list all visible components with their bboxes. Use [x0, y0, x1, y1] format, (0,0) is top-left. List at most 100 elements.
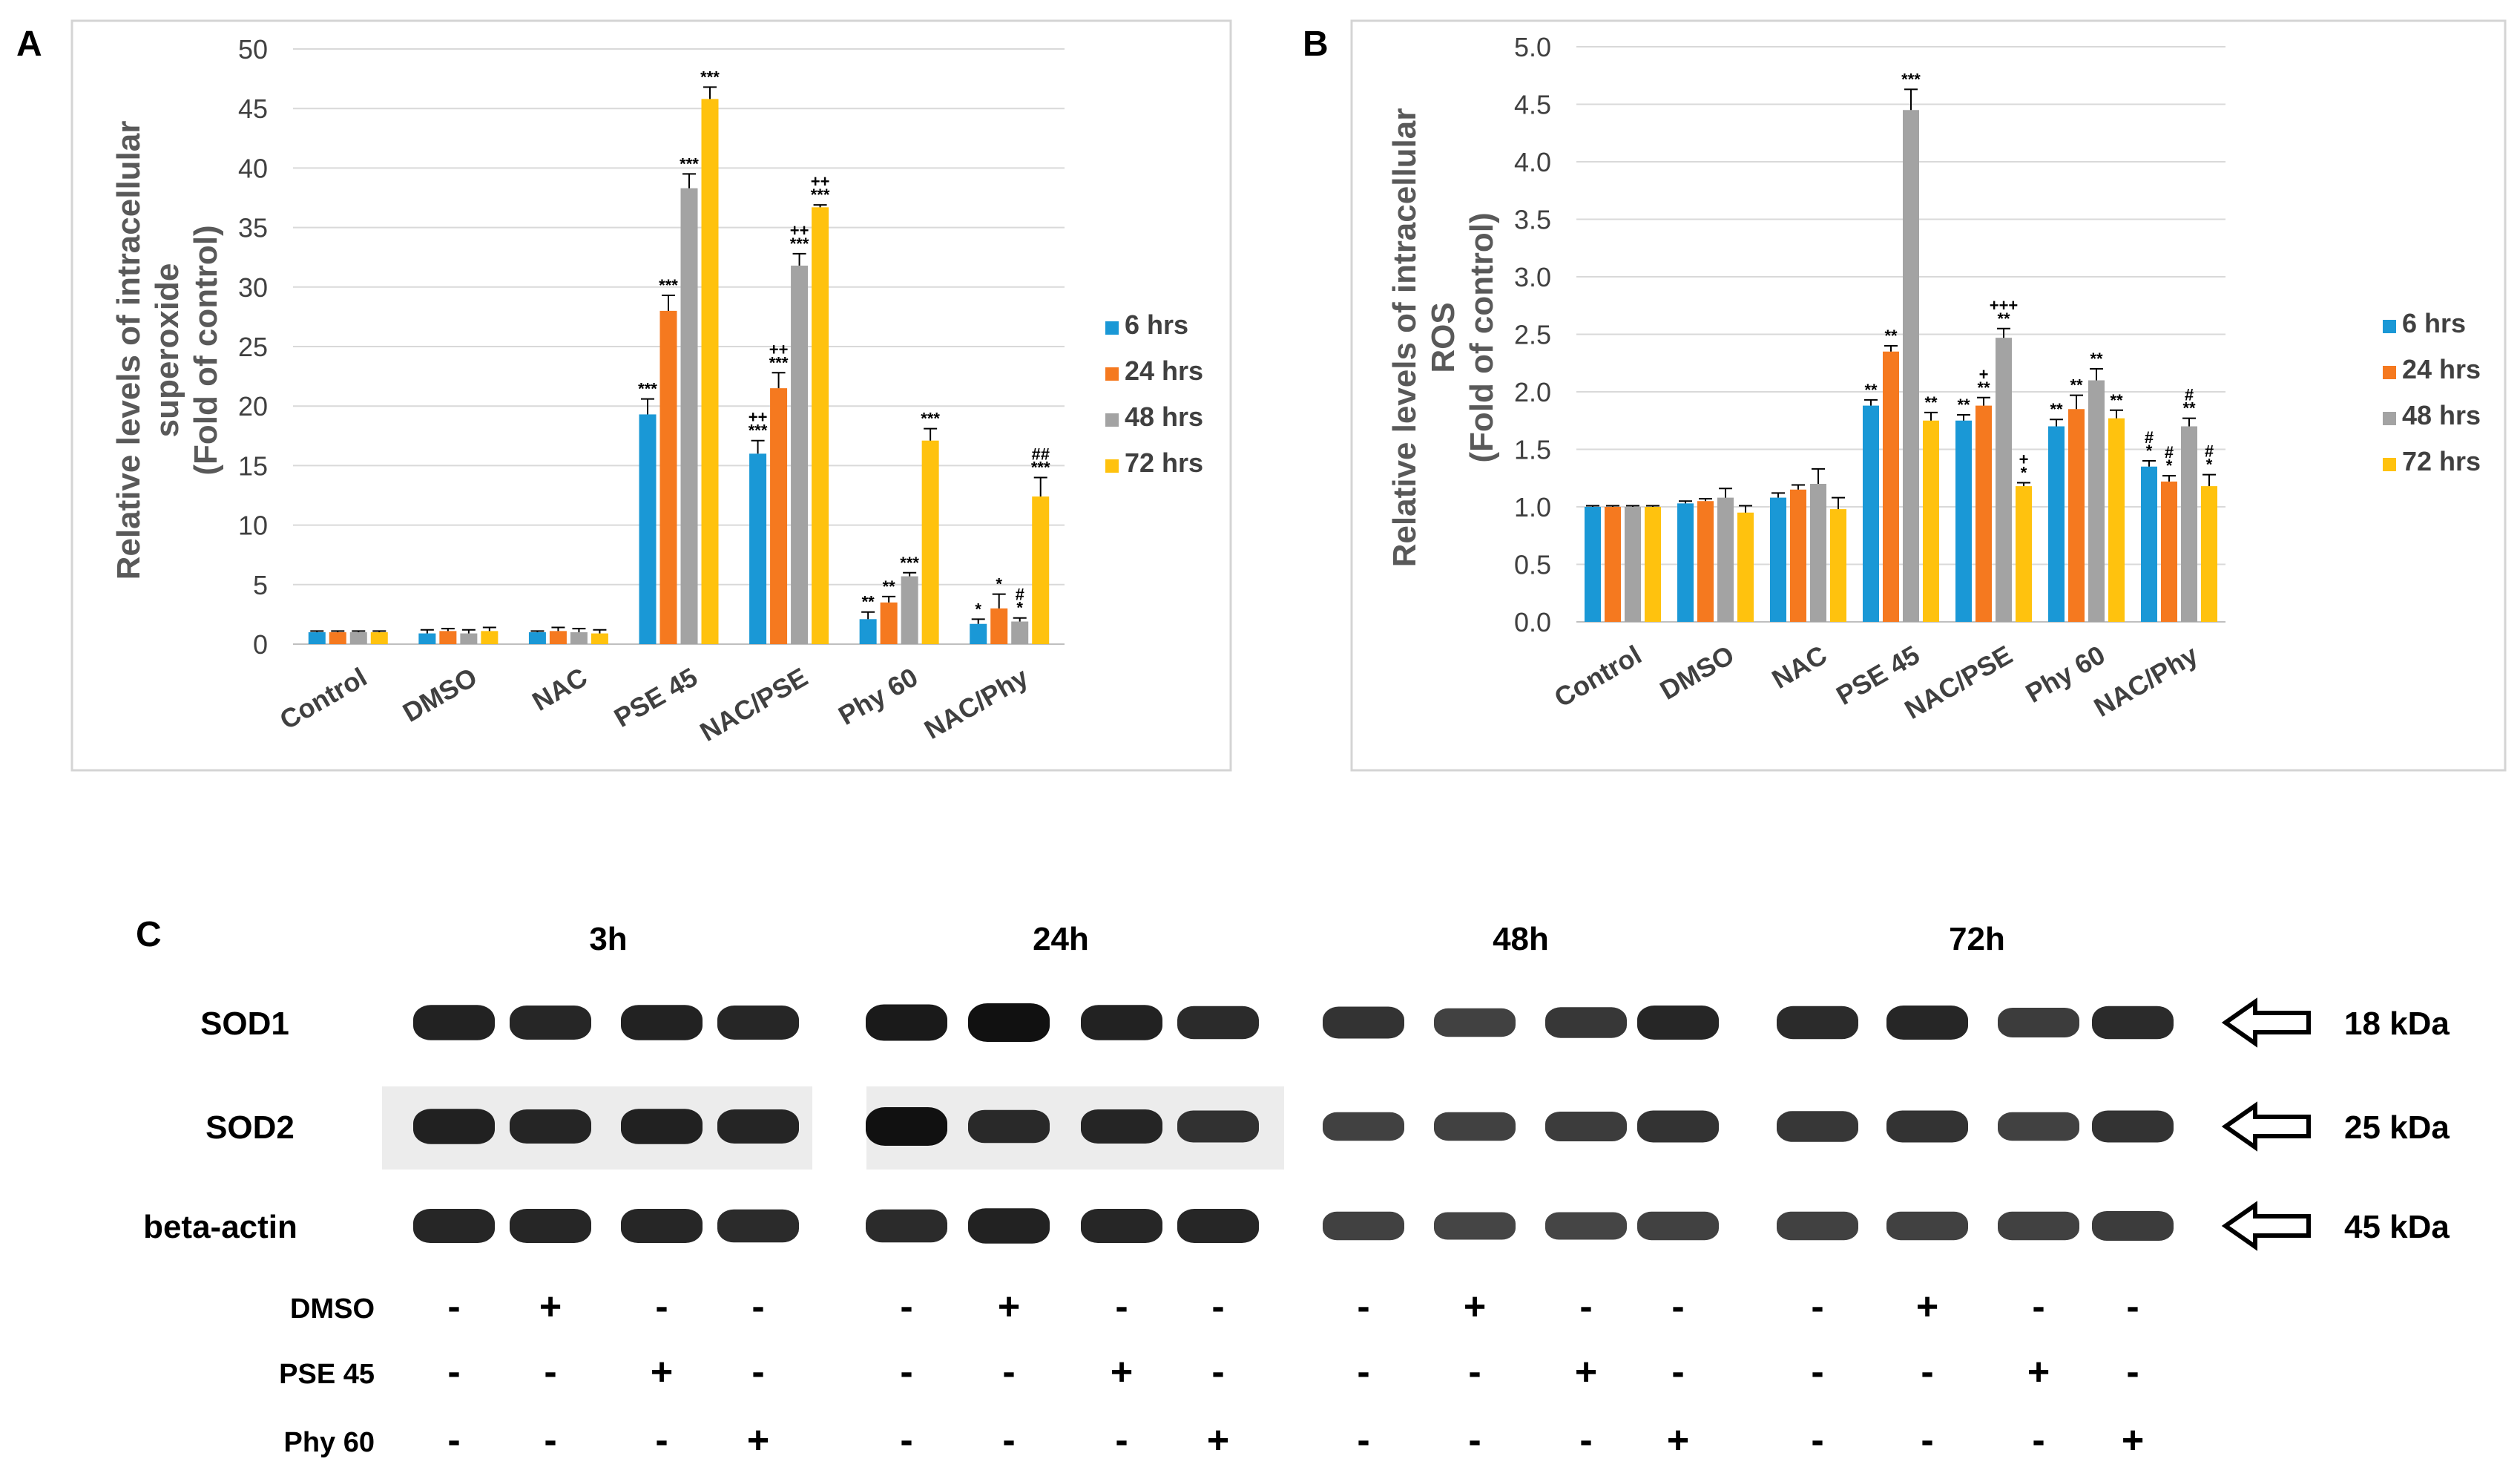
- bar: [1810, 484, 1826, 622]
- bar: [549, 631, 567, 644]
- treatment-sign: -: [544, 1351, 556, 1394]
- blot-band: [968, 1208, 1050, 1244]
- treatment-sign: +: [1464, 1285, 1486, 1328]
- legend-swatch: [1105, 367, 1119, 381]
- significance-marker: **: [2070, 376, 2083, 395]
- legend-label: 72 hrs: [1125, 447, 1203, 478]
- treatment-sign: -: [544, 1419, 556, 1462]
- treatment-sign: +: [2027, 1351, 2050, 1394]
- treatment-sign: -: [447, 1285, 460, 1328]
- timepoint-label: 24h: [1033, 921, 1089, 957]
- legend-label: 48 hrs: [2402, 400, 2481, 430]
- blot-band: [1998, 1008, 2079, 1037]
- y-tick-label: 0.0: [1514, 607, 1551, 637]
- y-tick-label: 35: [238, 213, 268, 243]
- treatment-sign: -: [1357, 1285, 1369, 1328]
- bar: [680, 188, 698, 645]
- treatment-label: Phy 60: [283, 1427, 375, 1458]
- significance-marker: **: [1924, 393, 1938, 412]
- treatment-sign: -: [1002, 1419, 1015, 1462]
- blot-band: [717, 1109, 799, 1144]
- molecular-weight-label: 25 kDa: [2344, 1109, 2450, 1146]
- bar: [1923, 420, 1939, 622]
- bar: [1830, 509, 1846, 622]
- chart-b-frame: [1350, 19, 2507, 772]
- treatment-sign: -: [1671, 1285, 1684, 1328]
- bar: [1863, 405, 1879, 622]
- significance-marker: ++: [790, 221, 809, 240]
- blot-band: [968, 1003, 1050, 1042]
- y-tick-label: 20: [238, 391, 268, 422]
- y-tick-label: 30: [238, 272, 268, 303]
- blot-band: [1081, 1209, 1162, 1243]
- bar: [659, 310, 677, 644]
- significance-marker: **: [1977, 378, 1990, 397]
- significance-marker: +++: [1990, 296, 2019, 315]
- treatment-sign: +: [747, 1419, 769, 1462]
- treatment-sign: -: [1357, 1419, 1369, 1462]
- blot-band: [1177, 1110, 1259, 1143]
- blot-band: [1323, 1006, 1404, 1039]
- significance-marker: #: [2165, 443, 2174, 462]
- treatment-sign: -: [1921, 1351, 1933, 1394]
- y-tick-label: 4.0: [1514, 147, 1551, 177]
- blot-band: [1637, 1006, 1719, 1040]
- treatment-sign: +: [1667, 1419, 1689, 1462]
- treatment-sign: +: [1916, 1285, 1938, 1328]
- timepoint-label: 3h: [589, 921, 627, 957]
- molecular-weight-label: 45 kDa: [2344, 1209, 2450, 1245]
- bar: [701, 99, 719, 645]
- y-tick-label: 1.5: [1514, 435, 1551, 465]
- treatment-sign: +: [1111, 1351, 1133, 1394]
- significance-marker: ##: [1031, 445, 1049, 463]
- chart-b-ylabel-line1: Relative levels of intracellular: [1386, 108, 1423, 568]
- y-tick-label: 3.0: [1514, 262, 1551, 292]
- significance-marker: **: [1884, 327, 1898, 345]
- y-tick-label: 5.0: [1514, 32, 1551, 62]
- bar: [901, 576, 918, 644]
- significance-marker: *: [996, 575, 1002, 594]
- bar: [2088, 380, 2105, 622]
- treatment-sign: +: [651, 1351, 673, 1394]
- significance-marker: +: [1979, 365, 1989, 384]
- significance-marker: **: [862, 593, 875, 611]
- significance-marker: *: [2206, 456, 2213, 474]
- legend-label: 6 hrs: [2402, 308, 2466, 338]
- blot-band: [413, 1109, 495, 1144]
- blot-band: [1434, 1112, 1516, 1141]
- blot-band: [1637, 1211, 1719, 1241]
- treatment-sign: -: [447, 1351, 460, 1394]
- treatment-sign: -: [1811, 1351, 1823, 1394]
- bar: [1032, 496, 1050, 644]
- bar: [1737, 512, 1754, 622]
- bar: [1697, 501, 1714, 622]
- blot-band: [1777, 1211, 1858, 1241]
- bar: [2141, 466, 2157, 622]
- bar: [1605, 507, 1621, 622]
- blot-band: [717, 1006, 799, 1040]
- arrow-left-icon: [2221, 1201, 2311, 1251]
- blot-band: [1434, 1008, 1516, 1037]
- bar: [2108, 418, 2125, 622]
- legend-label: 6 hrs: [1125, 309, 1188, 340]
- significance-marker: ***: [769, 353, 789, 372]
- treatment-sign: -: [2032, 1285, 2044, 1328]
- treatment-sign: -: [1811, 1285, 1823, 1328]
- protein-label: beta-actin: [143, 1209, 297, 1245]
- significance-marker: ***: [1901, 70, 1921, 88]
- bar: [749, 453, 767, 644]
- bar: [921, 440, 939, 644]
- bar: [1883, 351, 1899, 622]
- arrow-left-icon: [2221, 997, 2311, 1048]
- y-tick-label: 25: [238, 332, 268, 362]
- blot-band: [621, 1109, 703, 1144]
- blot-band: [2092, 1211, 2174, 1241]
- y-tick-label: 2.0: [1514, 377, 1551, 407]
- bar: [329, 632, 346, 644]
- significance-marker: **: [883, 577, 896, 596]
- blot-band: [1886, 1006, 1968, 1040]
- significance-marker: #: [2205, 442, 2214, 461]
- legend-swatch: [2383, 458, 2396, 471]
- significance-marker: ++: [769, 340, 789, 358]
